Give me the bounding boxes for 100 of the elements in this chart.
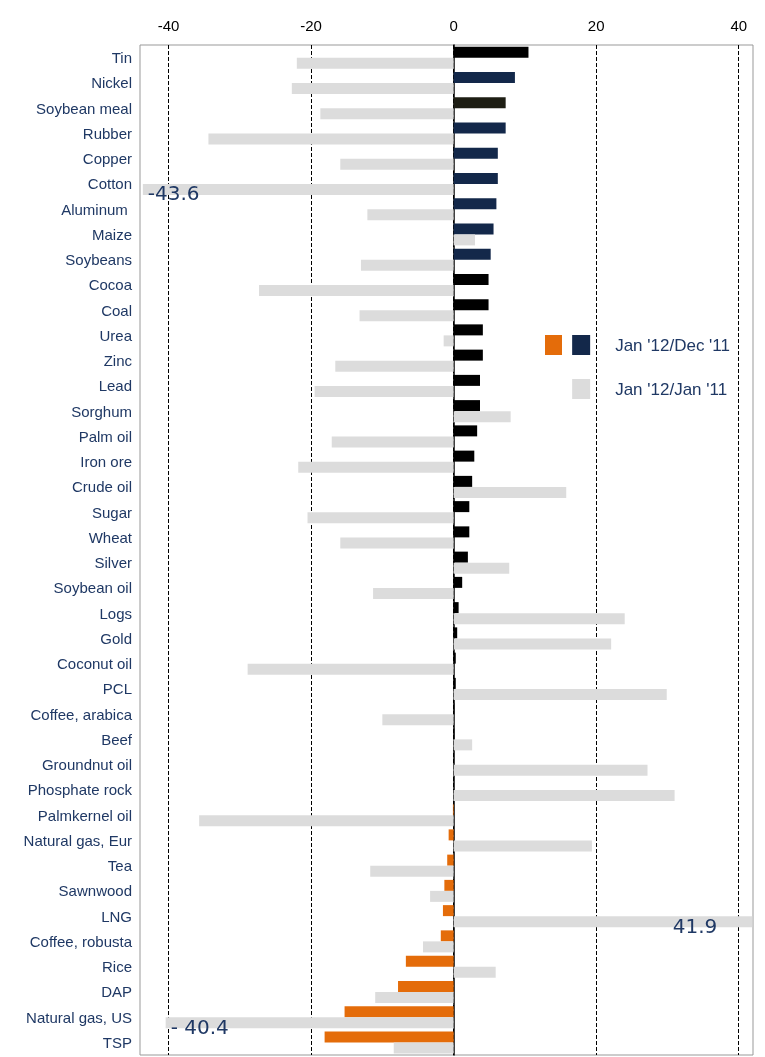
bar	[422, 941, 454, 953]
data-label: 41.9	[672, 913, 718, 938]
bar	[344, 1006, 454, 1018]
x-tick-label: 40	[730, 17, 748, 34]
y-tick-label: Natural gas, US	[26, 1008, 132, 1026]
data-label: -43.6	[147, 181, 200, 206]
bar	[453, 789, 675, 801]
bar	[453, 688, 667, 700]
bar	[296, 57, 454, 69]
bar	[405, 955, 454, 967]
y-tick-label: Coconut oil	[56, 655, 132, 673]
bar	[331, 436, 454, 448]
y-tick-label: DAP	[101, 983, 132, 1001]
x-tick-label: -40	[157, 17, 180, 34]
y-tick-label: Copper	[82, 150, 132, 168]
y-tick-label: Aluminum	[61, 200, 132, 218]
bar	[298, 461, 454, 473]
bar	[247, 663, 454, 675]
bar	[208, 133, 454, 145]
bar	[453, 248, 491, 260]
bar	[360, 259, 454, 271]
bar	[375, 991, 454, 1003]
bar	[453, 840, 592, 852]
bar	[453, 172, 498, 184]
y-tick-label: TSP	[102, 1033, 132, 1051]
bar	[393, 1042, 454, 1054]
bar	[430, 890, 454, 902]
bar	[340, 537, 454, 549]
y-tick-label: Coal	[101, 301, 132, 319]
bar	[453, 97, 506, 109]
y-tick-label: Palm oil	[78, 427, 132, 445]
bar	[324, 1031, 454, 1043]
y-tick-label: Logs	[99, 604, 132, 622]
bar	[453, 739, 473, 751]
y-tick-label: Cocoa	[88, 276, 133, 294]
x-tick-label: -20	[300, 17, 322, 34]
bar	[359, 310, 454, 322]
y-tick-label: Soybean meal	[36, 99, 132, 117]
bar	[340, 158, 454, 170]
bar	[370, 865, 454, 877]
y-tick-label: Soybean oil	[53, 579, 132, 597]
bar	[447, 854, 454, 866]
bar	[453, 234, 476, 246]
bar	[314, 385, 454, 397]
bar	[398, 980, 454, 992]
y-tick-label: Crude oil	[71, 478, 132, 496]
y-tick-label: Sawnwood	[58, 882, 132, 900]
y-tick-label: Palmkernel oil	[37, 806, 132, 824]
data-label: - 40.4	[170, 1014, 229, 1039]
legend-label: Jan '12/Dec '11	[615, 335, 730, 355]
bar	[442, 905, 454, 917]
y-tick-label: Coffee, robusta	[29, 932, 133, 950]
y-tick-label: Silver	[94, 554, 132, 572]
bar	[453, 486, 567, 498]
y-tick-label: Coffee, arabica	[30, 705, 133, 723]
bar	[335, 360, 454, 372]
bar	[440, 930, 454, 942]
y-tick-label: Urea	[99, 326, 133, 344]
bar	[443, 335, 454, 347]
bar	[453, 638, 612, 650]
bar	[453, 613, 625, 625]
bar	[199, 815, 454, 827]
y-tick-label: Rubber	[82, 124, 132, 142]
y-tick-label: Nickel	[91, 74, 132, 92]
bar	[367, 209, 454, 221]
bar	[453, 562, 510, 574]
y-tick-label: Gold	[100, 629, 132, 647]
bar	[453, 122, 506, 134]
y-tick-label: Sugar	[91, 503, 132, 521]
bar	[291, 82, 454, 94]
bar	[382, 714, 454, 726]
bar	[453, 411, 511, 423]
bar	[453, 764, 648, 776]
y-tick-label: Wheat	[88, 528, 133, 546]
y-tick-label: Tea	[107, 857, 133, 875]
y-tick-label: Tin	[111, 49, 132, 67]
y-tick-label: Iron ore	[80, 453, 132, 471]
bar	[320, 108, 454, 120]
bar	[448, 829, 454, 841]
y-tick-label: Beef	[101, 730, 133, 748]
y-tick-label: PCL	[102, 680, 132, 698]
bar	[444, 879, 454, 891]
y-tick-label: Natural gas, Eur	[23, 831, 132, 849]
bar	[453, 966, 496, 978]
bar	[453, 147, 498, 159]
bar	[453, 71, 515, 83]
bar	[373, 587, 454, 599]
y-tick-label: Phosphate rock	[27, 781, 133, 799]
bar	[453, 198, 497, 210]
legend-label: Jan '12/Jan '11	[615, 379, 728, 399]
y-tick-label: Zinc	[103, 352, 133, 370]
y-tick-label: LNG	[101, 907, 132, 925]
bar	[307, 512, 454, 524]
y-tick-label: Cotton	[87, 175, 132, 193]
y-tick-label: Sorghum	[71, 402, 132, 420]
y-tick-label: Groundnut oil	[41, 756, 132, 774]
y-tick-label: Lead	[98, 377, 132, 395]
x-tick-label: 0	[449, 17, 458, 34]
x-tick-label: 20	[587, 17, 605, 34]
y-tick-label: Maize	[91, 225, 132, 243]
